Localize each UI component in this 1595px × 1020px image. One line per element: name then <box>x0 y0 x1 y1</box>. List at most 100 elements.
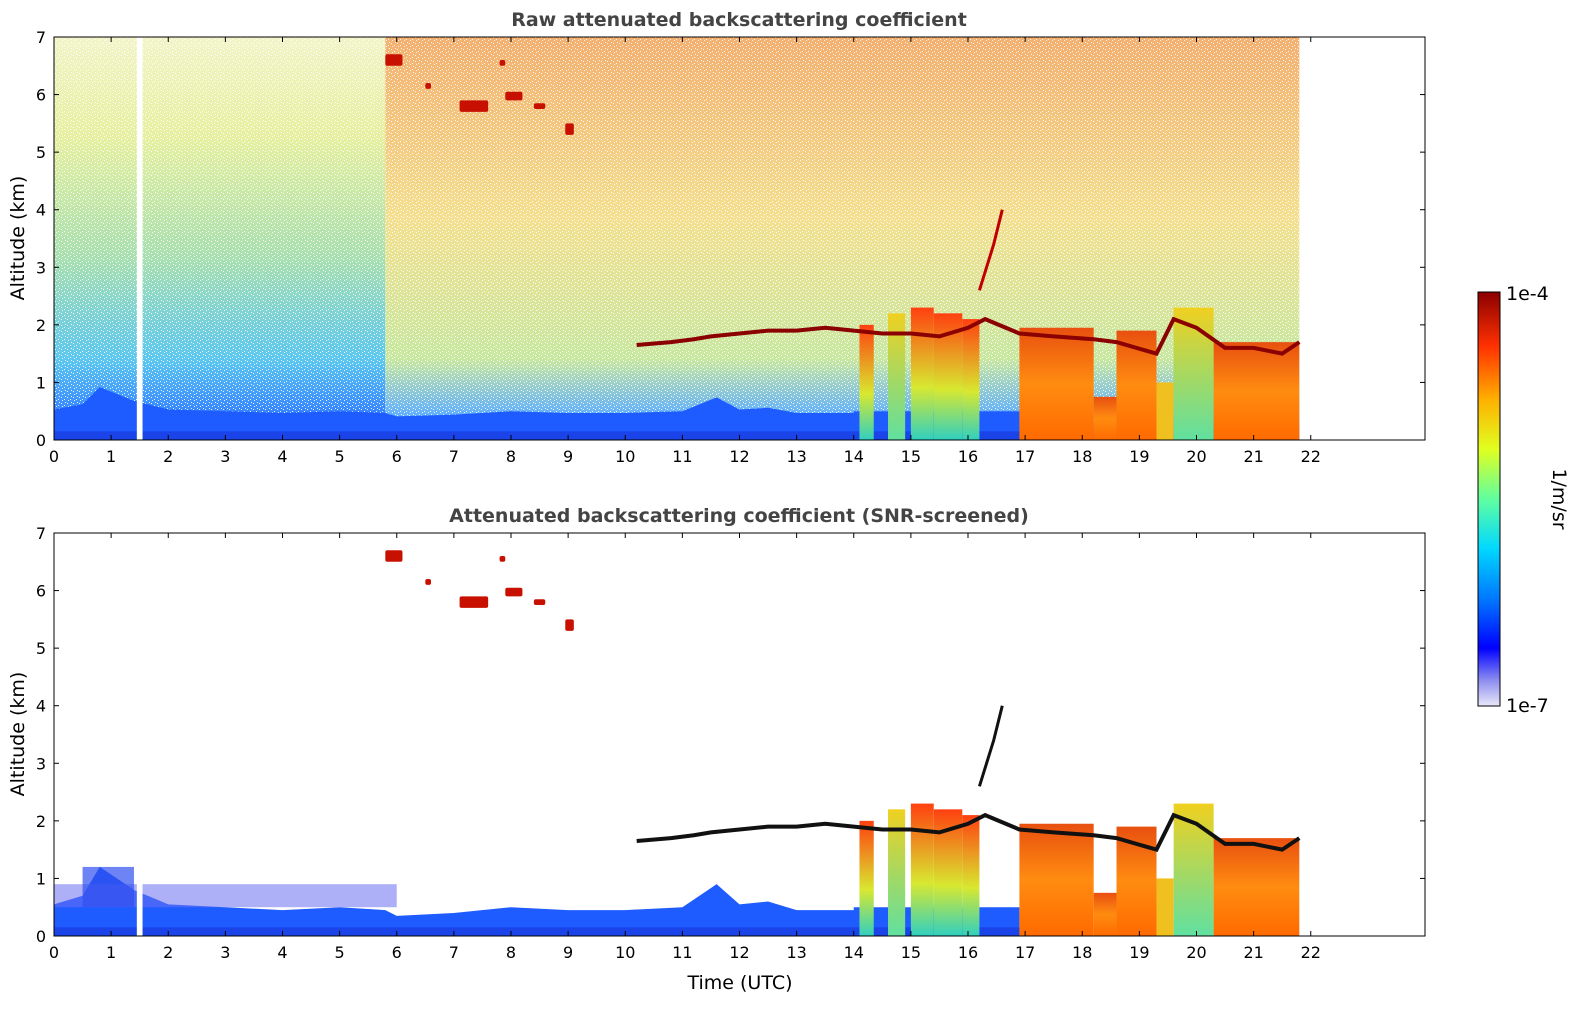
rain-block <box>1156 878 1174 936</box>
cirrus-patch <box>425 83 432 89</box>
x-tick-label: 5 <box>335 447 345 466</box>
precipitation-column <box>910 803 934 936</box>
heatmap-area <box>54 37 1301 440</box>
noise-texture <box>54 37 1300 440</box>
surface-layer <box>54 927 1020 936</box>
colorbar-gradient <box>1477 291 1501 707</box>
rain-block <box>1213 838 1300 936</box>
colorbar-min-label: 1e-7 <box>1506 695 1549 717</box>
x-tick-label: 0 <box>49 447 59 466</box>
y-tick-label: 6 <box>36 86 46 105</box>
x-tick-label: 22 <box>1301 447 1321 466</box>
precipitation-column <box>888 809 906 936</box>
x-tick-label: 7 <box>449 943 459 962</box>
x-tick-label: 3 <box>220 943 230 962</box>
x-tick-label: 12 <box>729 943 749 962</box>
x-tick-label: 16 <box>958 447 978 466</box>
rain-block <box>1019 327 1094 440</box>
cloud-base-line <box>636 316 1301 357</box>
cirrus-patch <box>385 54 403 66</box>
x-tick-label: 11 <box>672 447 692 466</box>
cirrus-patch <box>533 599 546 605</box>
x-tick-label: 1 <box>106 943 116 962</box>
boundary-layer <box>54 387 1020 440</box>
data-gap <box>136 533 143 936</box>
x-tick-label: 18 <box>1072 943 1092 962</box>
x-tick-label: 8 <box>506 943 516 962</box>
y-axis-label: Altitude (km) <box>7 176 29 301</box>
x-tick-label: 4 <box>277 447 287 466</box>
y-tick-label: 3 <box>36 754 46 773</box>
precipitation-column <box>962 815 980 936</box>
x-tick-label: 21 <box>1243 447 1263 466</box>
x-tick-label: 18 <box>1072 447 1092 466</box>
cirrus-patch <box>565 619 574 631</box>
x-tick-label: 21 <box>1243 943 1263 962</box>
x-tick-label: 16 <box>958 943 978 962</box>
y-tick-label: 4 <box>36 697 46 716</box>
x-tick-label: 4 <box>277 943 287 962</box>
rain-block <box>1213 342 1300 440</box>
x-tick-label: 20 <box>1186 447 1206 466</box>
x-tick-label: 6 <box>392 447 402 466</box>
y-tick-label: 2 <box>36 316 46 335</box>
rain-block <box>1093 396 1117 440</box>
x-axis-label: Time (UTC) <box>686 972 792 994</box>
cirrus-patch <box>499 60 506 66</box>
x-tick-label: 9 <box>563 943 573 962</box>
rising-cloud-edge <box>977 705 1004 787</box>
x-tick-label: 2 <box>163 447 173 466</box>
y-tick-label: 6 <box>36 582 46 601</box>
x-tick-label: 0 <box>49 943 59 962</box>
cirrus-patch <box>425 579 432 585</box>
rain-block <box>1093 892 1117 936</box>
x-tick-label: 15 <box>901 943 921 962</box>
x-tick-label: 10 <box>615 943 635 962</box>
x-tick-label: 19 <box>1129 943 1149 962</box>
rain-block <box>1156 382 1174 440</box>
y-tick-label: 5 <box>36 143 46 162</box>
precipitation-column <box>910 307 934 440</box>
y-tick-label: 3 <box>36 258 46 277</box>
surface-layer <box>54 431 1020 440</box>
y-tick-label: 7 <box>36 28 46 47</box>
x-tick-label: 14 <box>844 943 864 962</box>
y-tick-label: 2 <box>36 812 46 831</box>
x-tick-label: 6 <box>392 943 402 962</box>
x-tick-label: 9 <box>563 447 573 466</box>
y-tick-label: 4 <box>36 201 46 220</box>
y-tick-label: 7 <box>36 524 46 543</box>
y-tick-label: 1 <box>36 373 46 392</box>
x-tick-label: 20 <box>1186 943 1206 962</box>
y-axis: 0 1 2 3 4 5 6 7 <box>36 524 1425 946</box>
y-tick-label: 0 <box>36 927 46 946</box>
raw-backscatter-panel: Raw attenuated backscattering coefficien… <box>7 9 1426 466</box>
y-tick-label: 1 <box>36 869 46 888</box>
y-axis-label: Altitude (km) <box>7 672 29 797</box>
x-tick-label: 17 <box>1015 447 1035 466</box>
cirrus-patch <box>499 556 506 562</box>
x-tick-label: 11 <box>672 943 692 962</box>
aerosol-plume <box>82 866 134 908</box>
x-tick-label: 12 <box>729 447 749 466</box>
data-gap <box>136 37 143 440</box>
y-axis: 0 1 2 3 4 5 6 7 <box>36 28 1425 450</box>
colorbar-label: 1/m/sr <box>1548 468 1570 529</box>
cirrus-patch <box>533 103 546 109</box>
x-tick-label: 7 <box>449 447 459 466</box>
snr-screened-panel: Attenuated backscattering coefficient (S… <box>7 505 1426 994</box>
x-tick-label: 2 <box>163 943 173 962</box>
x-tick-label: 22 <box>1301 943 1321 962</box>
x-tick-label: 13 <box>786 447 806 466</box>
cirrus-patch <box>459 100 489 112</box>
cirrus-patch <box>505 587 523 597</box>
rising-cloud-edge <box>977 209 1004 291</box>
boundary-layer <box>54 866 1020 936</box>
x-tick-label: 15 <box>901 447 921 466</box>
x-tick-label: 19 <box>1129 447 1149 466</box>
precipitation-column <box>962 319 980 440</box>
panel-title: Attenuated backscattering coefficient (S… <box>449 505 1029 527</box>
cirrus-patch <box>565 123 574 135</box>
colorbar: 1e-4 1e-7 1/m/sr <box>1477 283 1570 717</box>
